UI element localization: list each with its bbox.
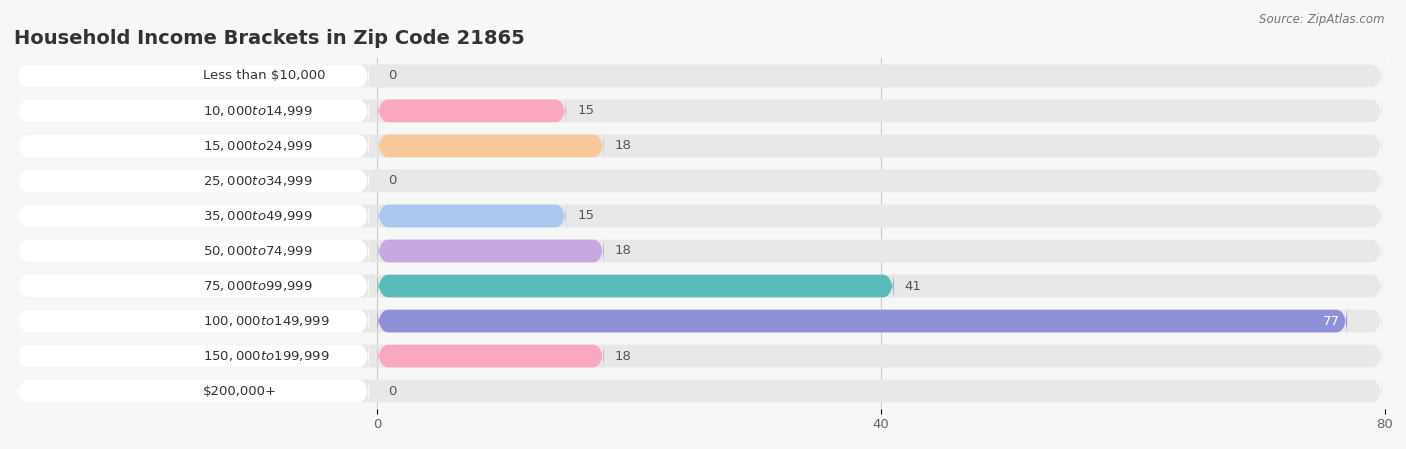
Text: 41: 41 xyxy=(904,280,921,292)
Text: 77: 77 xyxy=(1323,315,1340,327)
Text: 18: 18 xyxy=(614,350,631,362)
Text: Household Income Brackets in Zip Code 21865: Household Income Brackets in Zip Code 21… xyxy=(14,30,524,48)
FancyBboxPatch shape xyxy=(377,234,605,268)
Text: 0: 0 xyxy=(388,385,396,397)
Text: 18: 18 xyxy=(614,245,631,257)
Text: $50,000 to $74,999: $50,000 to $74,999 xyxy=(202,244,312,258)
Text: $100,000 to $149,999: $100,000 to $149,999 xyxy=(202,314,329,328)
FancyBboxPatch shape xyxy=(17,304,370,338)
Text: 15: 15 xyxy=(578,105,595,117)
FancyBboxPatch shape xyxy=(377,199,567,233)
Text: $200,000+: $200,000+ xyxy=(202,385,277,397)
FancyBboxPatch shape xyxy=(17,269,370,303)
Text: $150,000 to $199,999: $150,000 to $199,999 xyxy=(202,349,329,363)
Text: Source: ZipAtlas.com: Source: ZipAtlas.com xyxy=(1260,13,1385,26)
FancyBboxPatch shape xyxy=(17,94,370,128)
FancyBboxPatch shape xyxy=(17,234,1382,268)
FancyBboxPatch shape xyxy=(17,269,1382,303)
FancyBboxPatch shape xyxy=(17,199,1382,233)
FancyBboxPatch shape xyxy=(17,339,370,373)
FancyBboxPatch shape xyxy=(17,374,370,408)
Text: $15,000 to $24,999: $15,000 to $24,999 xyxy=(202,139,312,153)
FancyBboxPatch shape xyxy=(17,374,1382,408)
FancyBboxPatch shape xyxy=(377,94,567,128)
Text: 15: 15 xyxy=(578,210,595,222)
FancyBboxPatch shape xyxy=(17,304,1382,338)
Text: $25,000 to $34,999: $25,000 to $34,999 xyxy=(202,174,312,188)
FancyBboxPatch shape xyxy=(17,164,370,198)
FancyBboxPatch shape xyxy=(17,94,1382,128)
Text: 0: 0 xyxy=(388,175,396,187)
FancyBboxPatch shape xyxy=(17,164,1382,198)
Text: Less than $10,000: Less than $10,000 xyxy=(202,70,325,82)
FancyBboxPatch shape xyxy=(17,129,1382,163)
FancyBboxPatch shape xyxy=(377,339,605,373)
FancyBboxPatch shape xyxy=(377,269,894,303)
Text: 0: 0 xyxy=(388,70,396,82)
FancyBboxPatch shape xyxy=(377,304,1347,338)
Text: $35,000 to $49,999: $35,000 to $49,999 xyxy=(202,209,312,223)
FancyBboxPatch shape xyxy=(17,199,370,233)
FancyBboxPatch shape xyxy=(17,59,370,92)
Text: $75,000 to $99,999: $75,000 to $99,999 xyxy=(202,279,312,293)
FancyBboxPatch shape xyxy=(17,59,1382,92)
Text: 18: 18 xyxy=(614,140,631,152)
FancyBboxPatch shape xyxy=(17,234,370,268)
Text: $10,000 to $14,999: $10,000 to $14,999 xyxy=(202,104,312,118)
FancyBboxPatch shape xyxy=(17,129,370,163)
FancyBboxPatch shape xyxy=(377,129,605,163)
FancyBboxPatch shape xyxy=(17,339,1382,373)
